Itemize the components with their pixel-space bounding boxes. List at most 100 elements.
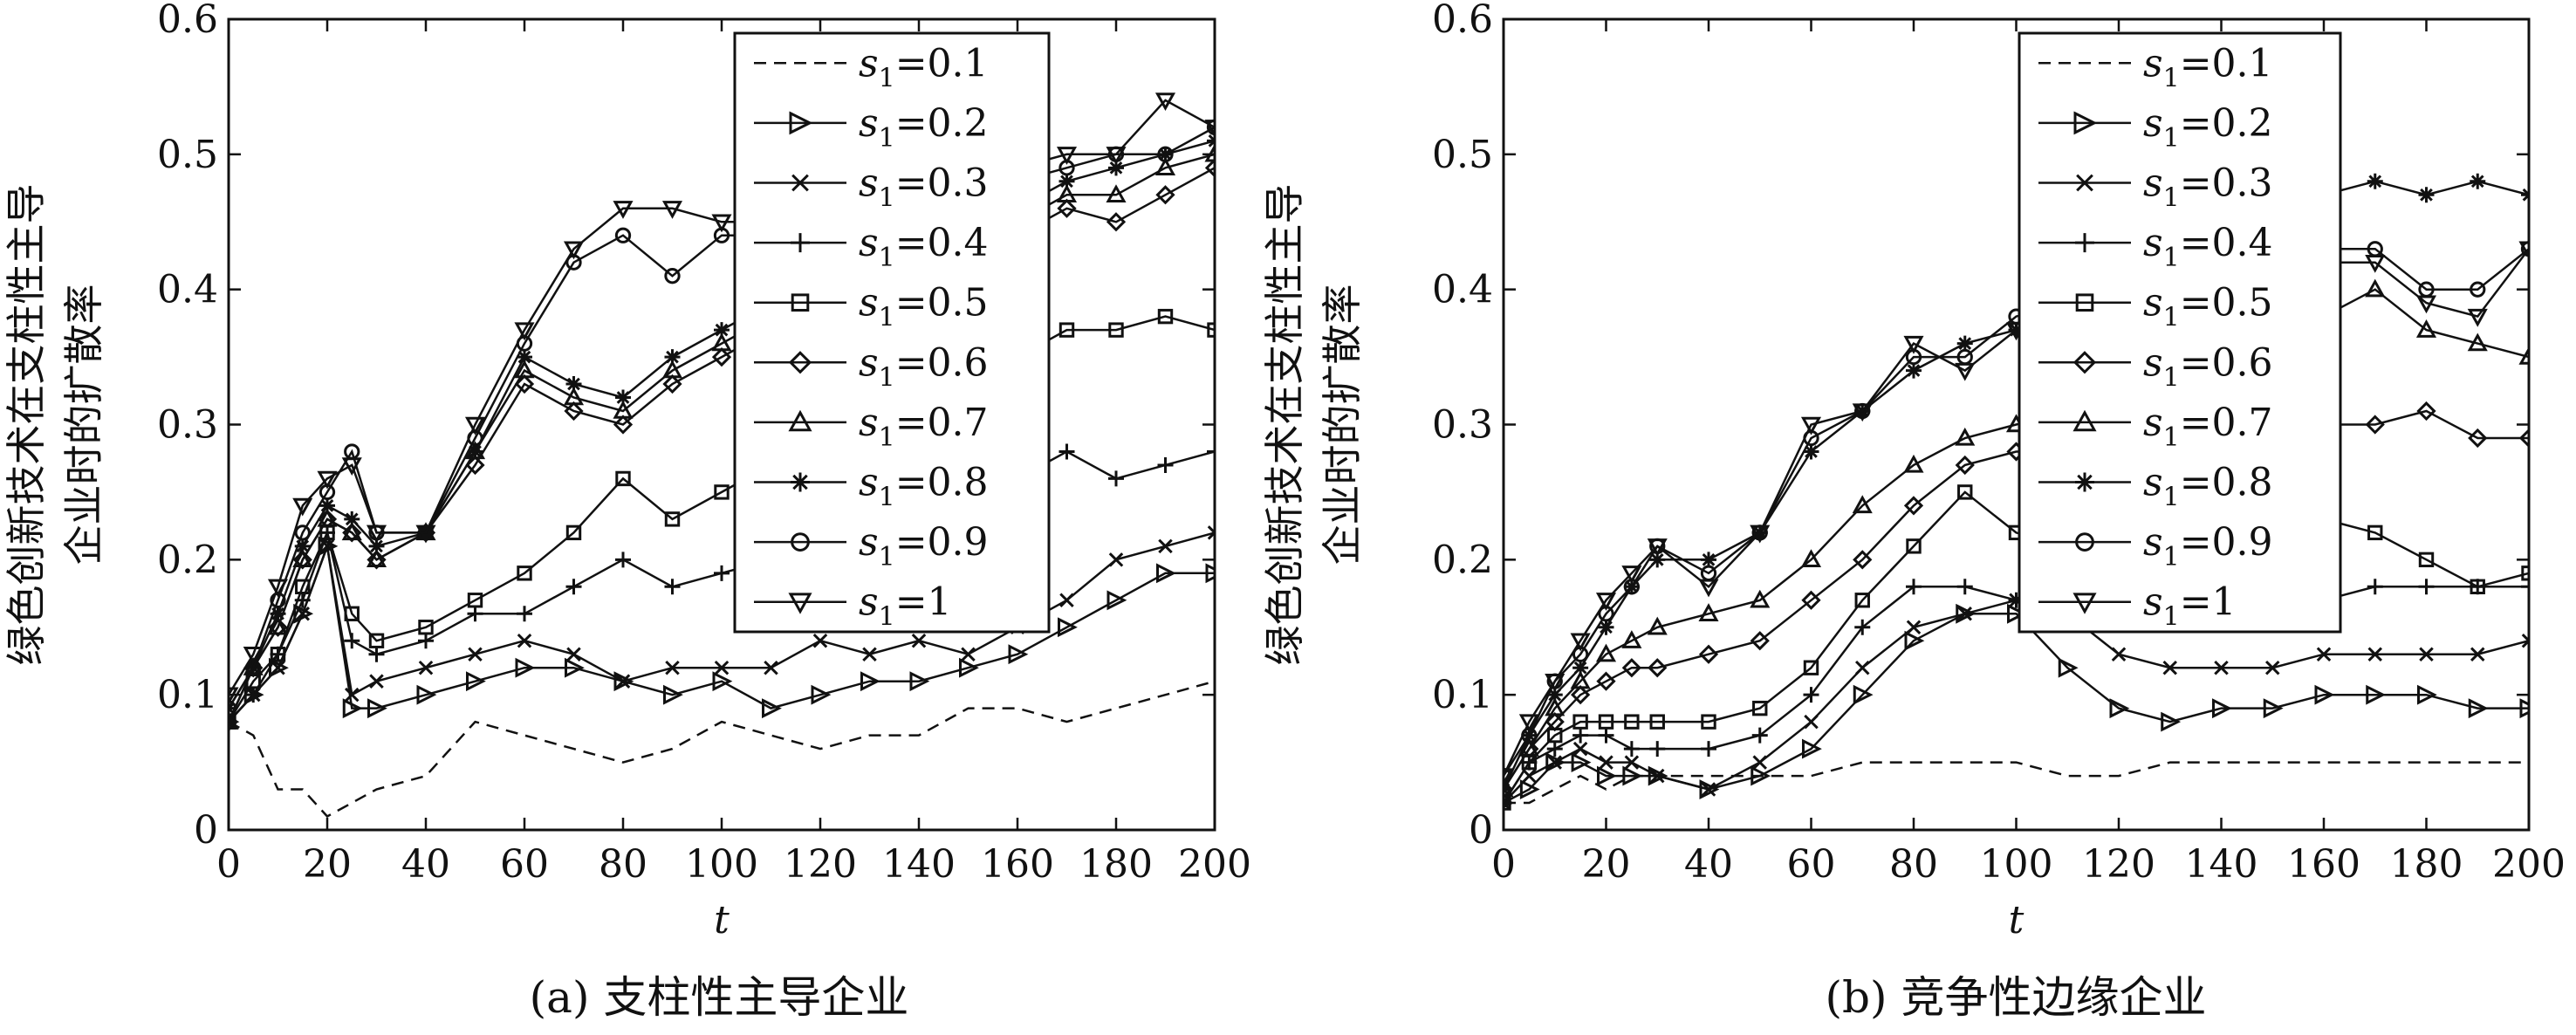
- legend-value: =0.9: [895, 520, 989, 565]
- data-point: [1572, 714, 1588, 730]
- data-point: [1155, 185, 1175, 205]
- data-point: [714, 660, 730, 675]
- legend-var: s: [2143, 580, 2163, 625]
- data-point: [2470, 647, 2485, 661]
- data-point: [368, 538, 385, 554]
- x-tick-label: 100: [685, 842, 758, 887]
- data-point: [1621, 658, 1641, 678]
- data-point: [2367, 579, 2383, 595]
- legend-var: s: [859, 461, 879, 505]
- data-point: [613, 400, 634, 419]
- data-point: [1854, 660, 1870, 675]
- data-point: [1701, 782, 1716, 797]
- data-point: [468, 647, 483, 661]
- data-point: [2418, 579, 2435, 595]
- legend-label-4: s1=0.4: [2143, 221, 2273, 273]
- legend-subscript: 1: [2163, 542, 2180, 572]
- data-point: [344, 606, 360, 621]
- legend-label-6: s1=0.6: [859, 340, 989, 393]
- data-point: [517, 633, 532, 648]
- legend-var: s: [2143, 221, 2163, 265]
- data-point: [1545, 752, 1566, 773]
- data-point: [1056, 147, 1078, 165]
- legend-marker-8: [2075, 472, 2094, 492]
- data-point: [1752, 755, 1768, 770]
- legend-subscript: 1: [879, 422, 895, 453]
- data-point: [2470, 579, 2485, 594]
- data-point: [341, 457, 362, 476]
- x-tick-label: 200: [1178, 842, 1251, 887]
- data-point: [2161, 711, 2182, 732]
- legend-marker-2: [789, 111, 813, 135]
- data-point: [2162, 660, 2178, 675]
- data-point: [711, 346, 732, 367]
- legend-label-8: s1=0.8: [859, 461, 989, 513]
- data-point: [1572, 660, 1589, 676]
- legend-marker-7: [788, 409, 812, 432]
- y-tick-label: 0.2: [157, 538, 218, 582]
- data-point: [664, 579, 681, 595]
- data-point: [342, 698, 363, 719]
- data-point: [2521, 187, 2529, 203]
- x-tick-label: 40: [401, 842, 450, 887]
- data-point: [1204, 120, 1215, 138]
- data-point: [1624, 755, 1640, 770]
- data-point: [2367, 173, 2383, 189]
- data-point: [613, 415, 634, 435]
- data-point: [1803, 443, 1819, 460]
- y-tick-label: 0.4: [157, 268, 218, 312]
- data-point: [1572, 727, 1589, 744]
- data-point: [1204, 143, 1215, 162]
- legend-value: =0.1: [2180, 41, 2273, 86]
- data-point: [1647, 616, 1668, 635]
- x-tick-label: 180: [2390, 842, 2463, 887]
- data-point: [1595, 593, 1617, 611]
- data-point: [1157, 146, 1174, 162]
- data-point: [317, 470, 338, 490]
- data-point: [1108, 160, 1124, 176]
- chart-panel-2: 0 20 40 60 80 100 120 140 160 180 200 0 0.1 0.2 0.3 0.4…: [1261, 0, 2566, 1023]
- data-point: [1648, 658, 1668, 678]
- data-point: [959, 657, 979, 678]
- data-point: [2417, 684, 2437, 705]
- data-point: [1750, 765, 1771, 786]
- legend-subscript: 1: [2163, 183, 2180, 214]
- data-point: [2365, 278, 2386, 298]
- legend-var: s: [2143, 41, 2163, 86]
- series-group: [1504, 173, 2529, 812]
- data-point: [465, 455, 485, 476]
- legend-value: =0.3: [2180, 161, 2273, 206]
- data-point: [661, 360, 683, 379]
- legend-subscript: 1: [2163, 422, 2180, 453]
- data-point: [2519, 698, 2529, 719]
- legend-value: =0.4: [895, 221, 989, 265]
- legend-label-10: s1=1: [2143, 580, 2237, 633]
- legend-box: [733, 31, 1051, 634]
- data-point: [1154, 157, 1176, 176]
- legend-var: s: [859, 221, 879, 265]
- data-point: [1518, 714, 1539, 733]
- data-point: [1058, 173, 1075, 189]
- data-point: [2520, 241, 2529, 257]
- legend-marker-2: [2073, 111, 2098, 135]
- data-point: [2518, 241, 2529, 260]
- data-point: [2518, 346, 2529, 365]
- panel-caption: (b) 竞争性边缘企业: [1826, 972, 2207, 1023]
- data-point: [564, 401, 584, 422]
- data-point: [1156, 563, 1176, 584]
- data-point: [292, 550, 312, 570]
- data-point: [368, 633, 385, 648]
- legend-var: s: [2143, 340, 2163, 385]
- legend-label-9: s1=0.9: [2143, 520, 2273, 572]
- data-point: [1957, 607, 1973, 621]
- data-point: [467, 443, 483, 460]
- data-point: [1546, 687, 1563, 703]
- data-point: [1854, 619, 1871, 635]
- data-point: [1853, 550, 1873, 570]
- y-tick-label: 0: [1469, 808, 1493, 853]
- data-point: [1800, 416, 1822, 435]
- legend-subscript: 1: [2163, 362, 2180, 393]
- data-point: [1701, 552, 1716, 568]
- legend-value: =0.2: [895, 101, 989, 146]
- data-point: [1906, 538, 1922, 554]
